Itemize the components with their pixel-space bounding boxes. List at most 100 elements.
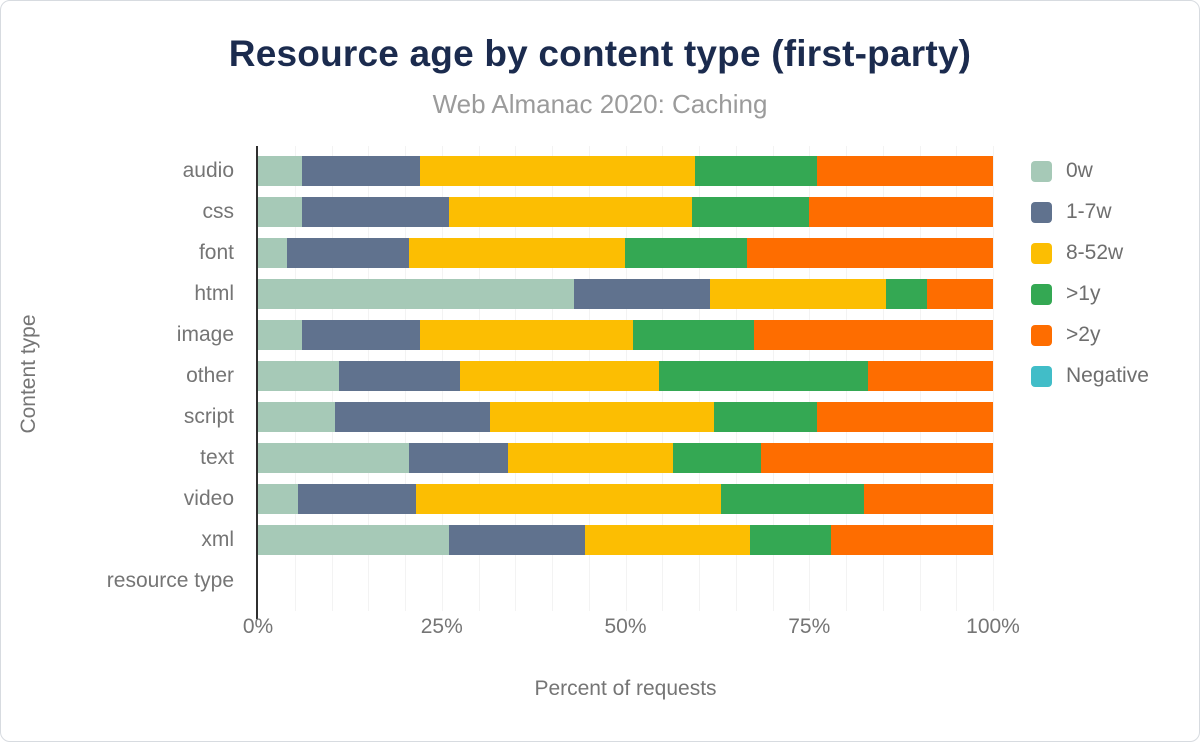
legend-label: 1-7w: [1066, 200, 1112, 223]
legend-label: >1y: [1066, 282, 1101, 305]
bar-segment->2y[interactable]: [864, 484, 993, 514]
bar-segment-1-7w[interactable]: [287, 238, 409, 268]
bar-segment-8-52w[interactable]: [416, 484, 722, 514]
x-axis-tick-label: 50%: [604, 615, 647, 638]
bar-segment->2y[interactable]: [816, 402, 993, 432]
x-axis-tick-label: 0%: [242, 615, 274, 638]
bar-segment-1-7w[interactable]: [302, 156, 420, 186]
bar-segment->1y[interactable]: [658, 361, 869, 391]
x-axis-tick-label: 25%: [420, 615, 463, 638]
legend-swatch: [1031, 201, 1052, 223]
bar-row-video: [258, 484, 993, 514]
bar-segment->1y[interactable]: [632, 320, 755, 350]
bar-segment->1y[interactable]: [721, 484, 865, 514]
bar-row-html: [258, 279, 993, 309]
bar-segment-1-7w[interactable]: [302, 320, 420, 350]
bar-segment->1y[interactable]: [713, 402, 817, 432]
bar-segment->2y[interactable]: [809, 197, 993, 227]
x-axis-tick-label: 75%: [788, 615, 831, 638]
bar-segment-0w[interactable]: [258, 443, 409, 473]
bar-segment->2y[interactable]: [746, 238, 993, 268]
bar-segment-8-52w[interactable]: [460, 361, 659, 391]
bar-segment-0w[interactable]: [258, 279, 575, 309]
legend-swatch: [1031, 160, 1052, 182]
y-axis-label: audio: [182, 159, 234, 182]
bar-segment-1-7w[interactable]: [449, 525, 586, 555]
x-axis-title: Percent of requests: [534, 677, 717, 700]
bar-segment-0w[interactable]: [258, 525, 450, 555]
y-axis-line: [256, 146, 258, 611]
y-axis-label: text: [200, 446, 234, 469]
legend-item-Negative[interactable]: Negative: [1031, 361, 1149, 391]
bar-segment->2y[interactable]: [816, 156, 993, 186]
bar-segment-0w[interactable]: [258, 197, 303, 227]
gridline: [993, 146, 994, 611]
bar-row-script: [258, 402, 993, 432]
chart-subtitle: Web Almanac 2020: Caching: [432, 89, 768, 119]
bar-row-font: [258, 238, 993, 268]
bar-row-css: [258, 197, 993, 227]
legend-label: >2y: [1066, 323, 1101, 346]
bar-segment-0w[interactable]: [258, 156, 303, 186]
bar-segment-0w[interactable]: [258, 238, 288, 268]
bar-segment-8-52w[interactable]: [710, 279, 887, 309]
y-axis-label: html: [194, 282, 234, 305]
bar-row-audio: [258, 156, 993, 186]
legend-item->1y[interactable]: >1y: [1031, 279, 1100, 309]
bar-segment-0w[interactable]: [258, 361, 339, 391]
bar-segment-8-52w[interactable]: [408, 238, 626, 268]
legend-swatch: [1031, 242, 1052, 264]
bar-segment-1-7w[interactable]: [338, 361, 461, 391]
y-axis-label: font: [198, 241, 234, 264]
legend-item->2y[interactable]: >2y: [1031, 320, 1100, 350]
legend-item-8-52w[interactable]: 8-52w: [1031, 238, 1123, 268]
bar-segment->1y[interactable]: [673, 443, 762, 473]
bar-segment->2y[interactable]: [831, 525, 993, 555]
y-axis-label: other: [186, 364, 234, 387]
bar-segment-8-52w[interactable]: [585, 525, 751, 555]
y-axis-label: resource type: [106, 569, 234, 592]
bar-segment-8-52w[interactable]: [489, 402, 714, 432]
legend-swatch: [1031, 324, 1052, 346]
bar-segment->1y[interactable]: [886, 279, 927, 309]
bar-segment-1-7w[interactable]: [298, 484, 417, 514]
bar-segment-1-7w[interactable]: [302, 197, 450, 227]
bar-segment-8-52w[interactable]: [419, 320, 633, 350]
bar-segment-1-7w[interactable]: [335, 402, 490, 432]
bar-row-text: [258, 443, 993, 473]
bar-segment->2y[interactable]: [761, 443, 993, 473]
bar-segment-0w[interactable]: [258, 320, 303, 350]
bar-segment->1y[interactable]: [750, 525, 832, 555]
bar-segment->1y[interactable]: [691, 197, 810, 227]
y-axis-label: image: [176, 323, 234, 346]
bar-segment->2y[interactable]: [868, 361, 993, 391]
bar-segment->1y[interactable]: [695, 156, 817, 186]
bar-segment-0w[interactable]: [258, 402, 336, 432]
bar-segment-8-52w[interactable]: [449, 197, 692, 227]
legend-item-0w[interactable]: 0w: [1031, 156, 1093, 186]
bar-segment-8-52w[interactable]: [419, 156, 696, 186]
bar-segment-1-7w[interactable]: [408, 443, 508, 473]
legend-item-1-7w[interactable]: 1-7w: [1031, 197, 1112, 227]
y-axis-label: css: [202, 200, 235, 223]
x-axis-tick-label: 100%: [966, 615, 1020, 638]
y-axis-label: script: [183, 405, 234, 428]
chart-title: Resource age by content type (first-part…: [228, 33, 972, 74]
legend-swatch: [1031, 283, 1052, 305]
bar-row-image: [258, 320, 993, 350]
bar-segment->1y[interactable]: [625, 238, 747, 268]
legend-label: 8-52w: [1066, 241, 1124, 264]
bar-segment->2y[interactable]: [926, 279, 993, 309]
bar-segment-1-7w[interactable]: [574, 279, 711, 309]
y-axis-label: xml: [201, 528, 234, 551]
legend: 0w 1-7w 8-52w >1y >2y Negative: [1031, 1, 1196, 741]
bar-segment->2y[interactable]: [754, 320, 993, 350]
bar-segment-0w[interactable]: [258, 484, 299, 514]
y-axis-label: video: [183, 487, 234, 510]
legend-label: 0w: [1066, 159, 1093, 182]
bar-segment-8-52w[interactable]: [507, 443, 674, 473]
x-axis-zero-tick: [256, 611, 258, 619]
plot-area: [256, 146, 994, 619]
legend-label: Negative: [1066, 364, 1149, 387]
